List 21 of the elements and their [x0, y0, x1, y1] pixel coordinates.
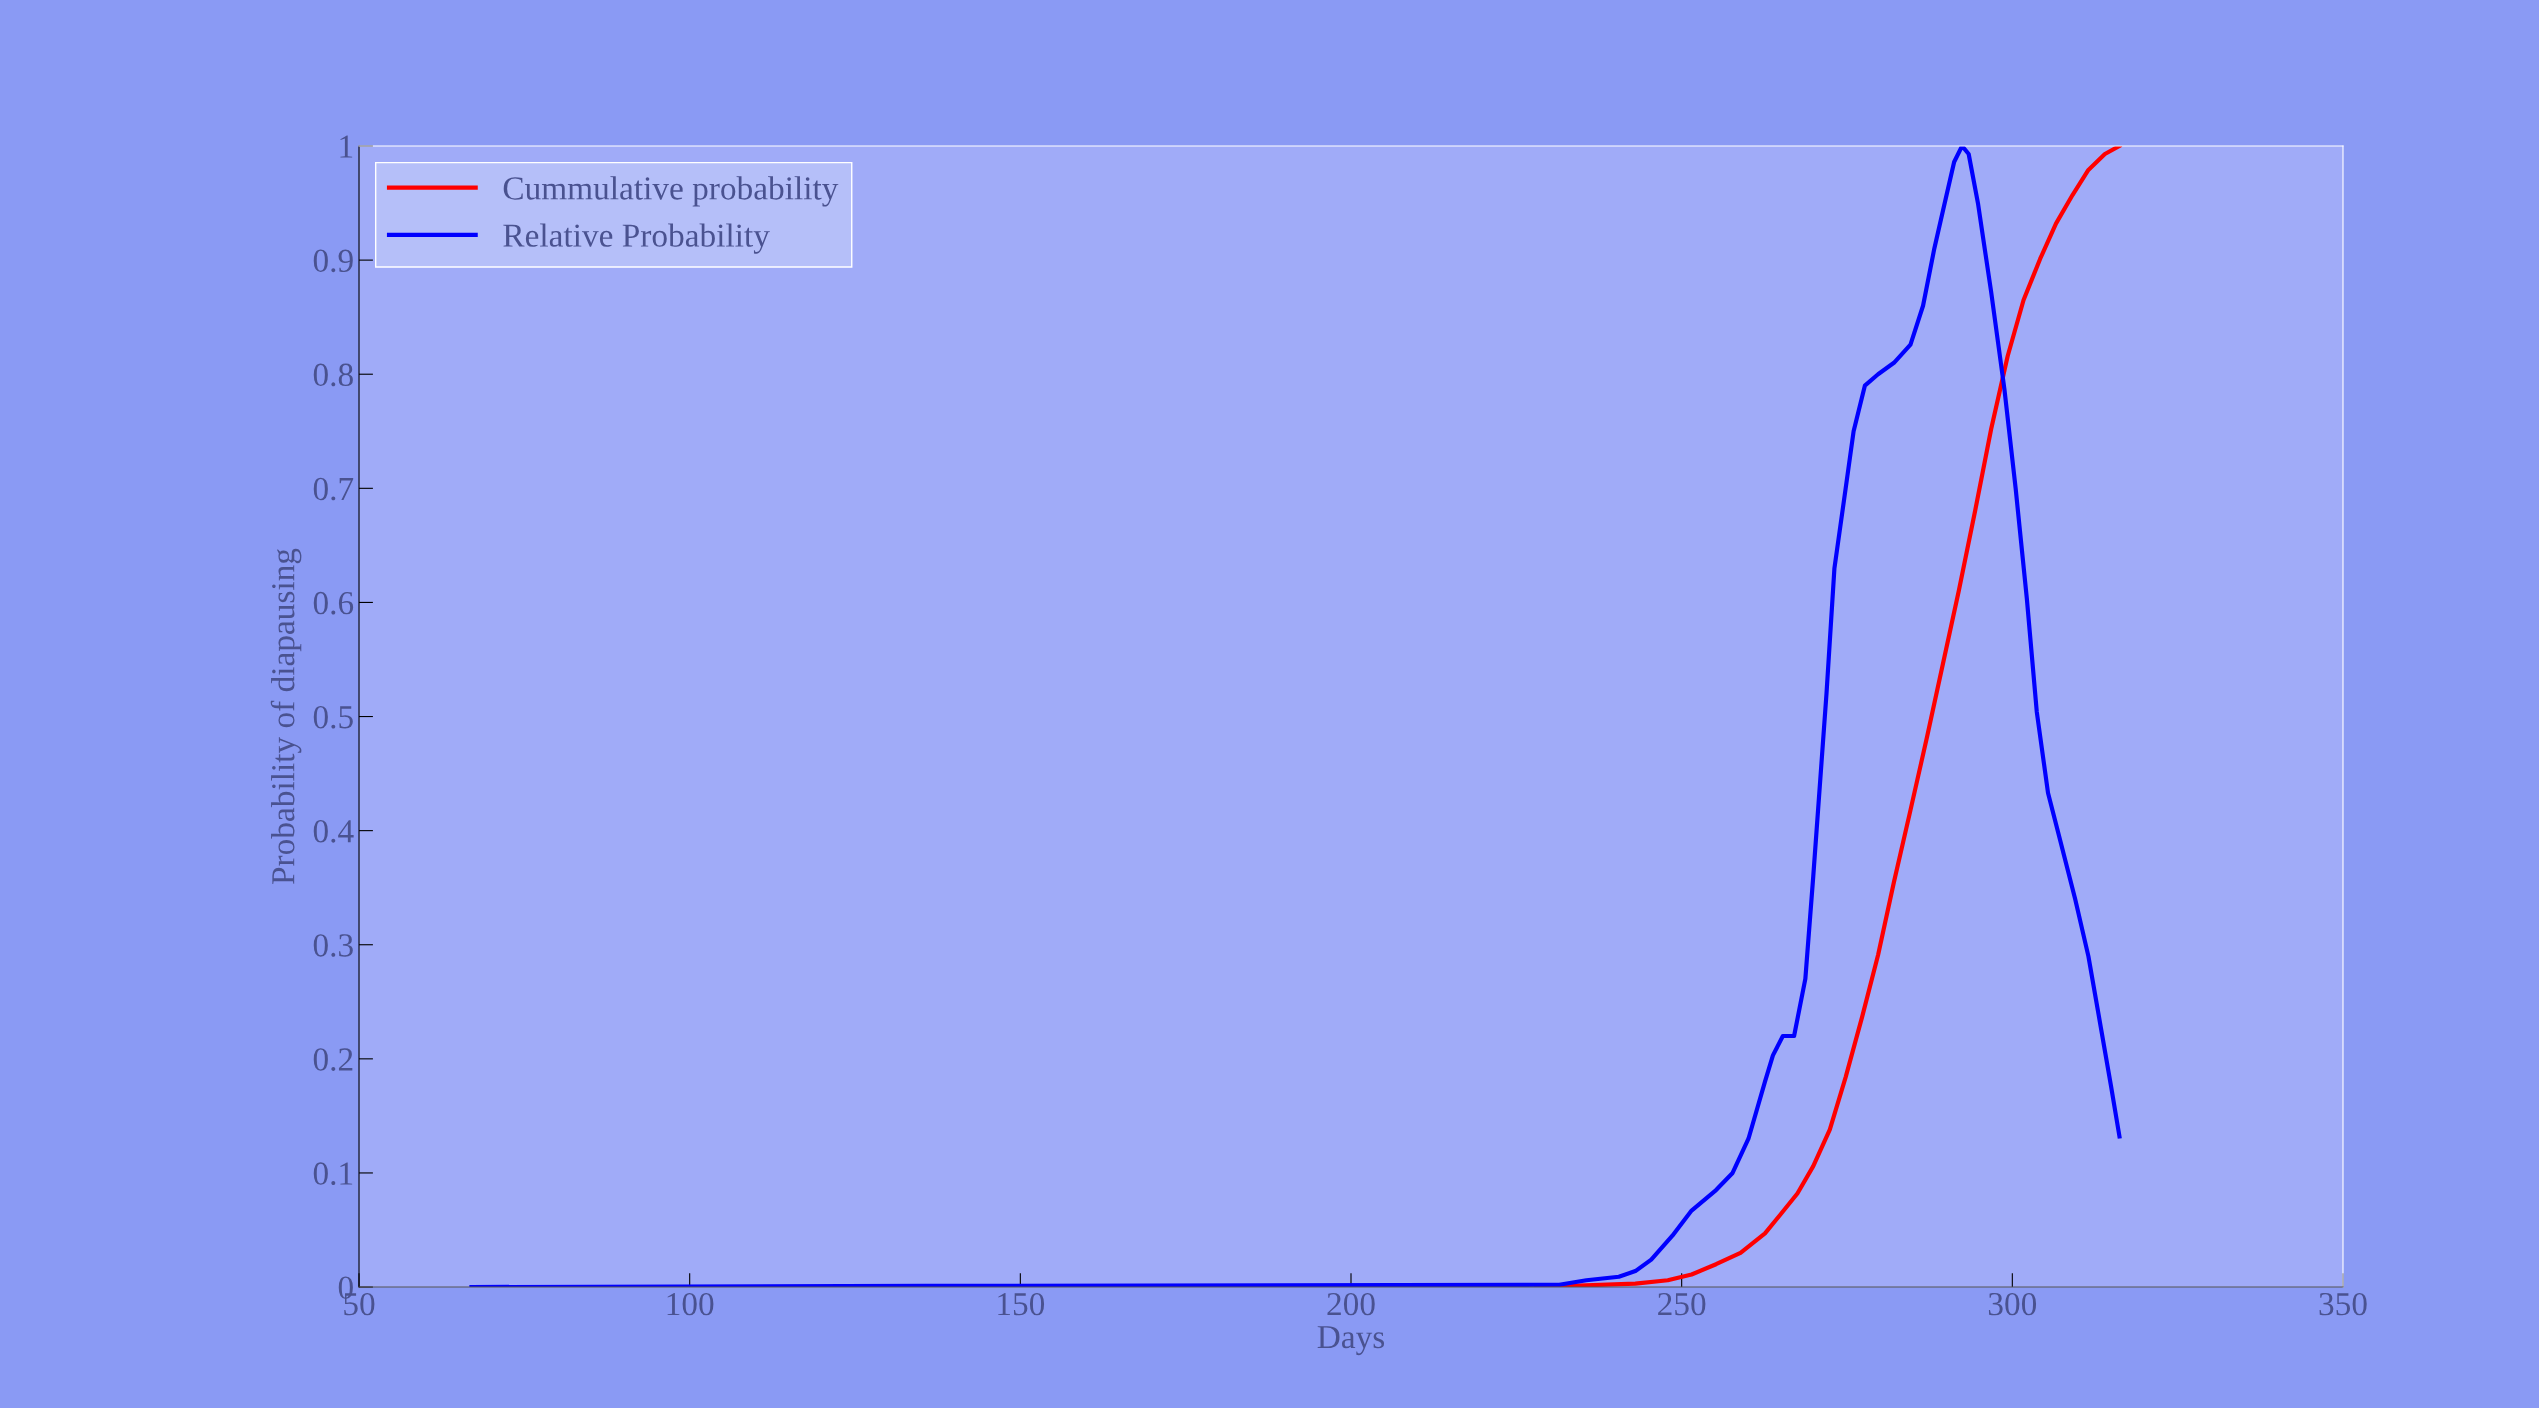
y-tick-label: 0.7: [313, 477, 354, 501]
x-tick-label: 200: [1327, 1292, 1375, 1316]
y-tick-label: 0.1: [313, 1162, 353, 1185]
y-tick-label: 0.8: [313, 363, 353, 387]
y-axis-title: Probability of diapausing: [270, 548, 302, 885]
y-tick-label: 0.3: [313, 934, 353, 957]
x-tick-label: 150: [998, 1292, 1045, 1316]
x-tick-label: 100: [667, 1292, 714, 1316]
x-axis-title: Days: [1317, 1326, 1385, 1356]
legend-label: Cummulative probability: [503, 176, 839, 207]
y-tick-label: 0.6: [313, 591, 354, 615]
y-tick-label: 0.4: [313, 820, 354, 843]
y-tick-label: 0.5: [313, 705, 353, 729]
y-tick-label: 0.2: [313, 1048, 353, 1071]
x-tick-label: 250: [1658, 1292, 1706, 1316]
legend-label: Relative Probability: [503, 223, 770, 254]
line-series: [469, 146, 2122, 1288]
y-tick-label: 0.9: [313, 249, 353, 273]
x-tick-label: 350: [2319, 1292, 2367, 1316]
y-tick-label: 1: [340, 135, 353, 158]
x-tick-label: 300: [1988, 1292, 2037, 1316]
